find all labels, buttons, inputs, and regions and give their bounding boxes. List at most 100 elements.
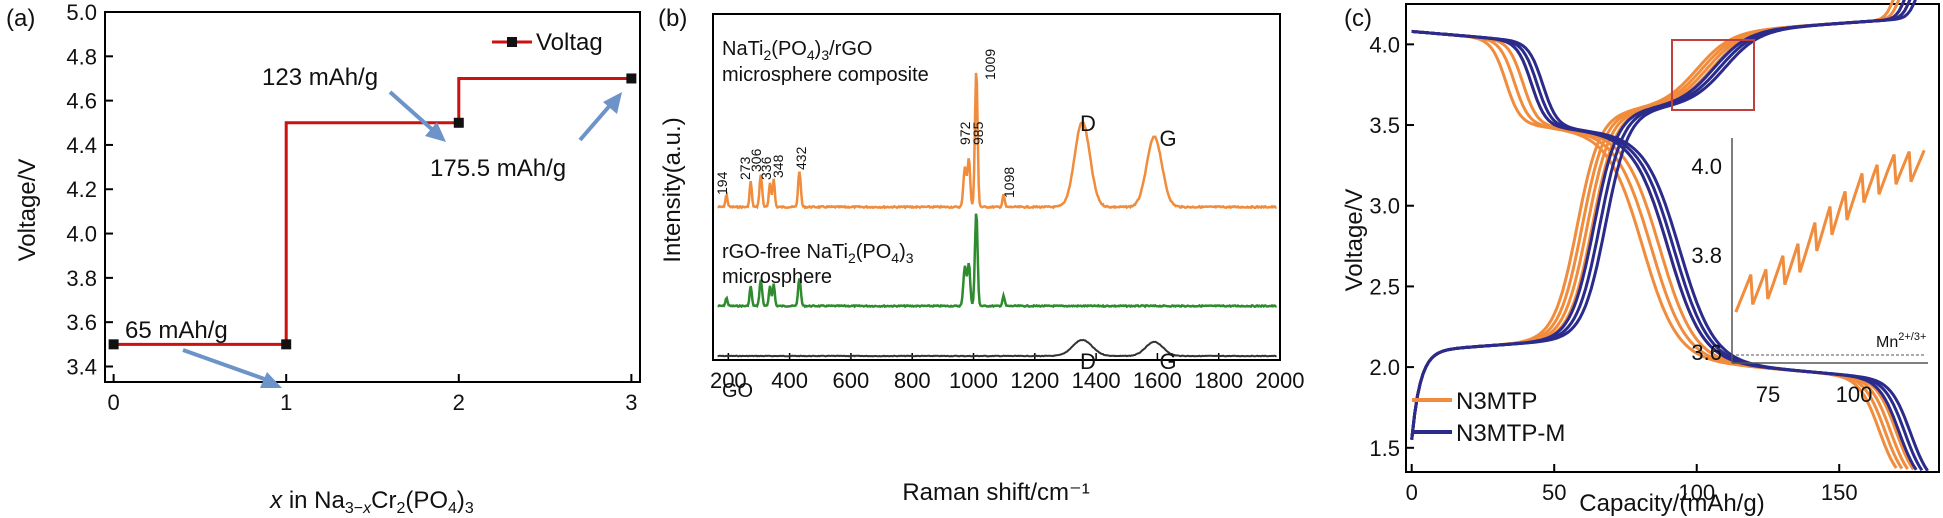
a-ytick-label: 5.0 [66,0,97,25]
series-label-rgo-free-line2: microsphere [722,266,832,288]
b-xtick-label: 1200 [1010,368,1059,393]
a-ytick-label: 3.4 [66,354,97,379]
peak-label-1098: 1098 [1001,167,1017,198]
peak-label-306: 306 [748,148,764,172]
peak-label-348: 348 [770,154,786,178]
b-xtick-label: 200 [710,368,747,393]
c-ytick-label: 2.0 [1369,355,1400,380]
a-ytick-label: 3.6 [66,310,97,335]
series-line-n3mtp-m-discharge [1411,29,1918,471]
c-ytick-label: 3.5 [1369,113,1400,138]
arrowhead-123 [425,122,446,142]
panel-a-frame [104,11,641,383]
panel-a-label: (a) [6,5,35,32]
inset-ytick-3.6: 3.6 [1691,340,1722,365]
b-xtick-label: 1800 [1194,368,1243,393]
panel-c-ticks: 0 50 100 150 1.5 2.0 2.5 3.0 3.5 4.0 [1369,32,1857,505]
panel-b-xlabel: Raman shift/cm⁻¹ [902,479,1089,506]
data-point-marker [108,339,119,350]
inset-ytick-4.0: 4.0 [1691,154,1722,179]
band-label-d-composite: D [1080,111,1096,136]
a-xtick-label: 3 [625,390,637,415]
inset: 4.0 3.8 3.6 75 100 Mn2+/3+ [1691,138,1928,407]
panel-c-legend: N3MTP N3MTP-M [1412,388,1565,447]
peak-label-1009: 1009 [982,49,998,80]
a-ytick-label: 3.8 [66,266,97,291]
panel-b-peak-labels: 194 273 306 336 348 432 972 985 1009 109… [714,49,1017,198]
b-xtick-label: 1000 [949,368,998,393]
b-xtick-label: 400 [771,368,808,393]
a-ytick-label: 4.4 [66,133,97,158]
b-xtick-label: 600 [833,368,870,393]
c-xtick-label: 50 [1542,480,1566,505]
b-xtick-label: 2000 [1256,368,1305,393]
arrowhead-175 [603,92,622,114]
panel-a-ticks: 0 1 2 3 3.4 3.6 3.8 4.0 4.2 4.4 4.6 4.8 5.0 [66,0,637,415]
a-ytick-label: 4.0 [66,222,97,247]
legend-label-n3mtp: N3MTP [1456,388,1537,415]
b-xtick-label: 1600 [1133,368,1182,393]
c-ytick-label: 3.0 [1369,194,1400,219]
data-point-marker [453,117,464,128]
data-point-marker [281,339,292,350]
series-label-composite-line2: microsphere composite [722,64,929,86]
a-ytick-label: 4.6 [66,89,97,114]
series-line-voltag [113,76,632,346]
series-line-rgo-free [717,213,1277,309]
peak-label-985: 985 [970,121,986,145]
inset-xtick-100: 100 [1836,382,1873,407]
arrow-175 [578,101,614,142]
arrow-123 [388,90,437,134]
inset-ytick-3.8: 3.8 [1691,243,1722,268]
zoom-box [1671,39,1755,111]
peak-label-194: 194 [714,171,730,195]
peak-label-336: 336 [758,156,774,180]
b-xtick-label: 800 [894,368,931,393]
panel-a-legend: Voltag [492,29,603,56]
panel-c-ylabel: Voltage/V [1341,189,1368,292]
legend-label-n3mtp-m: N3MTP-M [1456,420,1565,447]
panel-c-frame [1405,3,1940,473]
panel-a-ylabel: Voltage/V [14,159,41,262]
inset-series-line [1734,149,1926,313]
c-ytick-label: 2.5 [1369,274,1400,299]
panel-c-label: (c) [1344,5,1372,32]
legend-label-voltag: Voltag [536,29,603,56]
inset-mn-label: Mn2+/3+ [1876,331,1926,351]
panel-b-ticks: 200 400 600 800 1000 1200 1400 1600 1800 2000 [710,353,1305,393]
series-label-rgo-free: rGO-free NaTi2(PO4)3 [722,241,914,266]
a-xtick-label: 2 [453,390,465,415]
c-ytick-label: 1.5 [1369,436,1400,461]
peak-label-273: 273 [737,156,753,180]
annotation-65: 65 mAh/g [125,317,228,344]
panel-b-ylabel: Intensity(a.u.) [659,117,686,262]
peak-label-972: 972 [957,121,973,145]
c-xtick-label: 100 [1678,480,1715,505]
band-label-d-go: D [1080,349,1096,374]
panel-a-xlabel: x in Na3−xCr2(PO4)3 [269,487,474,517]
a-xtick-label: 1 [280,390,292,415]
b-xtick-label: 1400 [1072,368,1121,393]
panel-a-annotations: 65 mAh/g 123 mAh/g 175.5 mAh/g [125,64,622,388]
panel-b-series [717,72,1277,358]
inset-xtick-75: 75 [1756,382,1780,407]
arrowhead-65 [260,372,282,388]
a-ytick-label: 4.8 [66,44,97,69]
c-xtick-label: 0 [1406,480,1418,505]
data-point-marker [626,73,637,84]
c-ytick-label: 4.0 [1369,32,1400,57]
peak-label-432: 432 [793,146,809,170]
panel-b-label: (b) [658,5,687,32]
panel-c-series [1410,0,1929,472]
legend-marker [507,37,517,47]
annotation-175: 175.5 mAh/g [430,155,566,182]
panel-c-xlabel: Capacity/(mAh/g) [1579,490,1764,517]
arrow-65 [182,348,271,383]
panel-c: (c) 0 50 100 150 1.5 2.0 2.5 3.0 3.5 4.0 4.0 3.8 … [1341,0,1940,517]
panel-b: (b) 200 400 600 800 1000 1200 1400 1600 1800 2000… [658,5,1304,506]
annotation-123: 123 mAh/g [262,64,378,91]
panel-b-frame [712,13,1281,361]
a-xtick-label: 0 [108,390,120,415]
inset-series [1734,149,1926,313]
